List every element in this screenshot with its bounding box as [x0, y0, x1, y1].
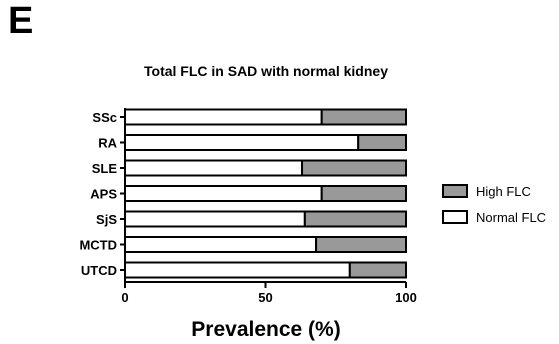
bar-aps-high-flc	[320, 185, 408, 202]
x-tick-label: 100	[395, 290, 417, 305]
bar-ra-normal-flc	[124, 134, 360, 151]
x-axis: 0 50 100	[121, 281, 417, 305]
bar-sjs-high-flc	[303, 210, 407, 228]
panel-label: E	[8, 0, 34, 42]
legend-label-high-flc: High FLC	[476, 184, 531, 199]
bar-ssc-high-flc	[320, 108, 408, 126]
bar-mctd-high-flc	[315, 236, 407, 253]
bar-utcd-high-flc	[348, 261, 407, 279]
y-tick-label: SLE	[92, 161, 118, 176]
y-tick-label: SSc	[92, 110, 117, 125]
bars-group	[124, 108, 408, 279]
legend-swatch-high-flc	[442, 184, 468, 198]
bar-utcd-normal-flc	[124, 261, 351, 279]
y-tick-label: MCTD	[79, 238, 117, 253]
bar-aps-normal-flc	[124, 185, 323, 202]
bar-sle-high-flc	[301, 159, 407, 177]
bar-ssc-normal-flc	[124, 108, 323, 126]
legend: High FLC Normal FLC	[442, 184, 546, 225]
bar-sle-normal-flc	[124, 159, 304, 177]
bar-ra-high-flc	[357, 134, 408, 151]
chart-title: Total FLC in SAD with normal kidney	[144, 63, 388, 79]
x-tick-label: 0	[121, 290, 128, 305]
x-axis-label: Prevalence (%)	[191, 318, 340, 341]
x-tick-label: 50	[258, 290, 272, 305]
y-tick-label: SjS	[96, 212, 117, 227]
legend-swatch-normal-flc	[442, 210, 468, 224]
y-tick-label: UTCD	[81, 263, 117, 278]
y-tick-label: RA	[98, 136, 117, 151]
bar-sjs-normal-flc	[124, 210, 306, 228]
legend-label-normal-flc: Normal FLC	[476, 210, 546, 225]
y-axis: SSc RA SLE APS SjS MCTD UTCD	[79, 108, 126, 282]
y-tick-label: APS	[90, 187, 117, 202]
bar-mctd-normal-flc	[124, 236, 318, 253]
